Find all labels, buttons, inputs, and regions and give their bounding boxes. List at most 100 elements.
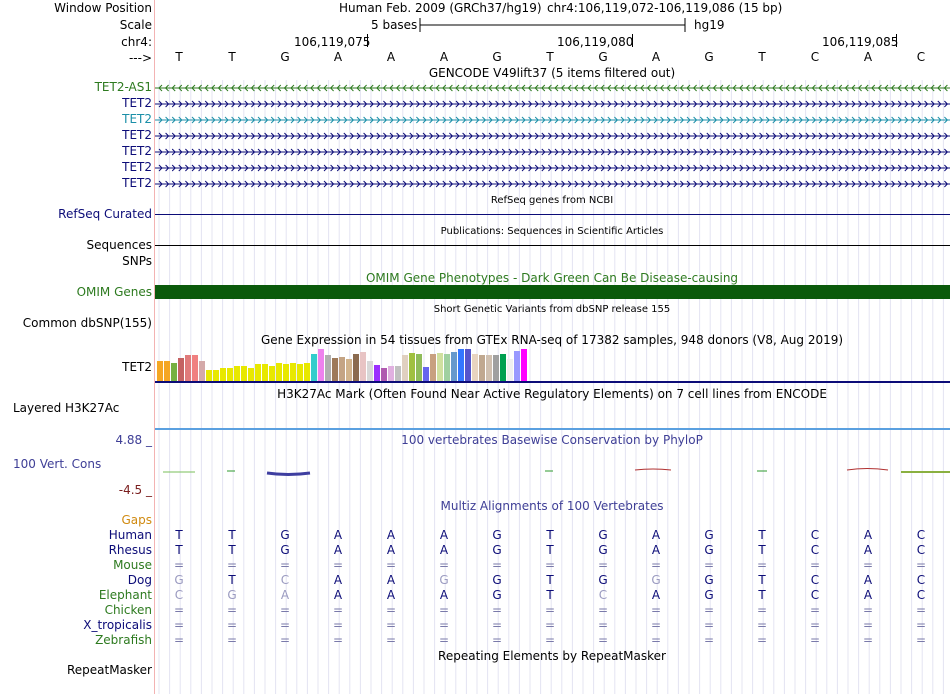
gencode-tracks[interactable]	[155, 80, 950, 192]
species-label[interactable]: Human	[108, 528, 152, 542]
refseq-gene-line[interactable]	[155, 214, 950, 215]
track-label-tet2[interactable]: TET2	[122, 144, 152, 158]
gtex-tissue-bar[interactable]	[171, 363, 177, 381]
gtex-tissue-bar[interactable]	[423, 367, 429, 381]
species-label[interactable]: Zebrafish	[95, 633, 152, 647]
gtex-tissue-bar[interactable]	[157, 361, 163, 381]
strand-chevron	[356, 164, 361, 172]
gtex-tissue-bar[interactable]	[241, 366, 247, 381]
track-label-repeatmasker[interactable]: RepeatMasker	[66, 663, 152, 677]
gtex-tissue-bar[interactable]	[437, 353, 443, 381]
track-label-refseq[interactable]: RefSeq Curated	[58, 207, 152, 221]
strand-chevron	[171, 164, 176, 172]
gtex-tissue-bar[interactable]	[402, 355, 408, 381]
gtex-tissue-bar[interactable]	[430, 354, 436, 381]
species-label[interactable]: Mouse	[113, 558, 152, 572]
gtex-tissue-bar[interactable]	[465, 349, 471, 381]
track-label-tet2[interactable]: TET2	[122, 96, 152, 110]
gtex-tissue-bar[interactable]	[227, 368, 233, 381]
strand-chevron	[713, 132, 718, 140]
gtex-tissue-bar[interactable]	[472, 354, 478, 381]
strand-chevron	[435, 180, 440, 188]
species-label[interactable]: Rhesus	[108, 543, 152, 557]
gtex-tissue-bar[interactable]	[521, 349, 527, 381]
gtex-tissue-bar[interactable]	[206, 370, 212, 381]
track-label-omim[interactable]: OMIM Genes	[76, 285, 152, 299]
gtex-tissue-bar[interactable]	[395, 366, 401, 381]
gtex-tissue-bar[interactable]	[444, 354, 450, 381]
gtex-tissue-bar[interactable]	[178, 358, 184, 381]
species-label[interactable]: Dog	[127, 573, 152, 587]
gtex-tissue-bar[interactable]	[381, 368, 387, 381]
gtex-tissue-bar[interactable]	[416, 354, 422, 381]
gtex-tissue-bar[interactable]	[318, 349, 324, 381]
gtex-tissue-bar[interactable]	[248, 368, 254, 381]
gtex-tissue-bar[interactable]	[234, 366, 240, 381]
gtex-tissue-bar[interactable]	[311, 354, 317, 381]
gtex-tissue-bar[interactable]	[213, 370, 219, 381]
gtex-bar-chart[interactable]	[155, 349, 950, 381]
gtex-tissue-bar[interactable]	[192, 355, 198, 381]
track-label-tet2[interactable]: TET2	[122, 128, 152, 142]
gtex-tissue-bar[interactable]	[255, 364, 261, 381]
publications-line[interactable]	[155, 245, 950, 246]
gtex-tissue-bar[interactable]	[458, 349, 464, 381]
phylop-wiggle[interactable]	[155, 462, 950, 484]
gtex-title: Gene Expression in 54 tissues from GTEx …	[260, 333, 844, 347]
track-label-h3k27ac[interactable]: Layered H3K27Ac	[13, 401, 120, 415]
gtex-tissue-bar[interactable]	[332, 358, 338, 381]
track-label-sequences[interactable]: Sequences	[86, 238, 152, 252]
gtex-tissue-bar[interactable]	[220, 368, 226, 381]
species-label[interactable]: Elephant	[98, 588, 152, 602]
gtex-tissue-bar[interactable]	[262, 364, 268, 381]
strand-chevron	[515, 132, 520, 140]
gtex-tissue-bar[interactable]	[339, 357, 345, 381]
gtex-tissue-bar[interactable]	[269, 366, 275, 381]
strand-chevron	[746, 148, 751, 156]
gtex-tissue-bar[interactable]	[164, 361, 170, 381]
track-label-tet2-as1[interactable]: TET2-AS1	[94, 80, 152, 94]
gtex-tissue-bar[interactable]	[325, 355, 331, 381]
gtex-tissue-bar[interactable]	[353, 354, 359, 381]
gtex-tissue-bar[interactable]	[451, 352, 457, 381]
track-label-tet2[interactable]: TET2	[122, 176, 152, 190]
strand-chevron	[541, 100, 546, 108]
gtex-tissue-bar[interactable]	[346, 359, 352, 381]
gtex-tissue-bar[interactable]	[409, 353, 415, 381]
track-labels-pane: Window Position Scale chr4: ---> TET2-AS…	[0, 0, 155, 694]
strand-chevron	[673, 100, 678, 108]
gtex-tissue-bar[interactable]	[297, 364, 303, 381]
species-label[interactable]: X_tropicalis	[83, 618, 152, 632]
gtex-tissue-bar[interactable]	[507, 359, 513, 381]
strand-chevron	[310, 148, 315, 156]
track-label-conservation[interactable]: 100 Vert. Cons	[13, 457, 102, 471]
strand-chevron	[871, 148, 876, 156]
gtex-tissue-bar[interactable]	[486, 355, 492, 381]
omim-gene-bar[interactable]	[155, 285, 950, 299]
gtex-tissue-bar[interactable]	[367, 361, 373, 381]
gtex-tissue-bar[interactable]	[276, 363, 282, 381]
strand-chevron	[356, 100, 361, 108]
gtex-tissue-bar[interactable]	[185, 355, 191, 381]
track-label-tet2[interactable]: TET2	[122, 112, 152, 126]
gtex-tissue-bar[interactable]	[493, 355, 499, 381]
track-label-gtex[interactable]: TET2	[122, 360, 152, 374]
gtex-tissue-bar[interactable]	[374, 365, 380, 381]
gtex-tissue-bar[interactable]	[500, 354, 506, 381]
gtex-tissue-bar[interactable]	[199, 361, 205, 381]
gtex-tissue-bar[interactable]	[283, 364, 289, 381]
track-label-tet2[interactable]: TET2	[122, 160, 152, 174]
gtex-tissue-bar[interactable]	[290, 363, 296, 381]
gtex-tissue-bar[interactable]	[304, 363, 310, 381]
track-label-dbsnp[interactable]: Common dbSNP(155)	[22, 316, 152, 330]
gtex-tissue-bar[interactable]	[388, 366, 394, 381]
aligned-base: =	[173, 558, 185, 572]
aligned-base: G	[492, 573, 502, 587]
gtex-tissue-bar[interactable]	[479, 355, 485, 381]
track-data-pane[interactable]: Human Feb. 2009 (GRCh37/hg19) chr4:106,1…	[155, 0, 950, 694]
gtex-tissue-bar[interactable]	[360, 352, 366, 381]
species-label[interactable]: Chicken	[104, 603, 152, 617]
gtex-tissue-bar[interactable]	[514, 351, 520, 381]
strand-chevron	[699, 164, 704, 172]
track-label-snps[interactable]: SNPs	[122, 254, 152, 268]
